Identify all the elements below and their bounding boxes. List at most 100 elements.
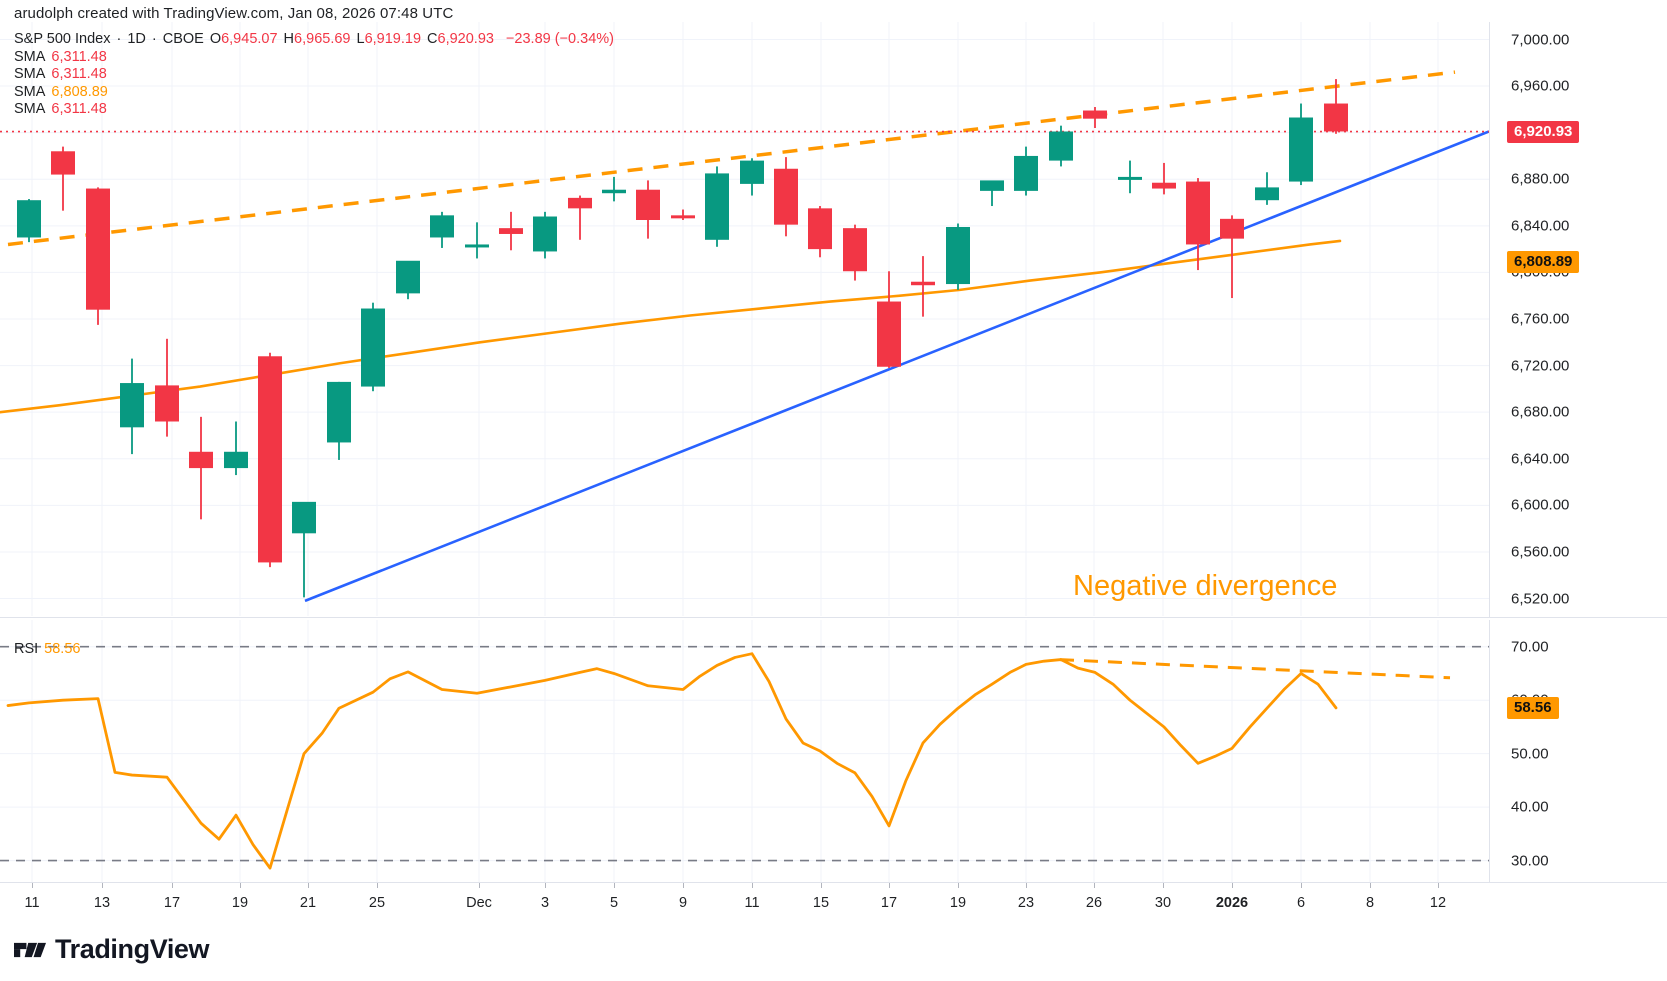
candle-21	[740, 158, 764, 196]
time-axis-tick-1: 13	[93, 895, 111, 911]
rsi-legend[interactable]: RSI 58.56	[14, 641, 80, 657]
time-axis-tick-15: 26	[1085, 895, 1103, 911]
time-axis-tick-10: 11	[744, 895, 760, 911]
price-axis-tick-7: 6,720.00	[1511, 357, 1570, 375]
candle-36	[1255, 172, 1279, 205]
rsi-axis-tick-2: 50.00	[1511, 745, 1549, 763]
legend-open-label: O	[209, 31, 222, 47]
candle-body-23	[808, 208, 832, 250]
candle-body-15	[533, 216, 557, 252]
upper-resistance-trendline	[7, 70, 1456, 247]
price-axis-tick-0: 7,000.00	[1511, 31, 1570, 48]
legend-close-label: C	[427, 31, 438, 47]
legend-high-value: 6,965.69	[294, 31, 351, 47]
legend-exchange: CBOE	[162, 31, 204, 47]
price-axis-badge-1[interactable]: 6,808.89	[1507, 251, 1580, 274]
legend-symbol-row[interactable]: S&P 500 Index · 1D · CBOE O6,945.07 H6,965.69 L…	[14, 31, 614, 49]
rsi-axis-badge[interactable]: 58.56	[1507, 696, 1559, 719]
rsi-chart-pane[interactable]	[0, 620, 1489, 882]
tradingview-logo-text: TradingView	[55, 934, 210, 964]
price-axis[interactable]: 7,000.006,960.006,920.006,880.006,840.00…	[1489, 22, 1667, 617]
candle-11	[396, 260, 420, 300]
rsi-axis-divider	[1489, 620, 1490, 882]
price-axis-tick-4: 6,840.00	[1511, 217, 1570, 235]
time-axis-tick-16: 30	[1154, 895, 1172, 911]
price-axis-tick-10: 6,600.00	[1511, 496, 1570, 514]
tradingview-logo[interactable]: TradingView	[14, 934, 210, 965]
candle-32	[1118, 160, 1142, 194]
time-axis-mark-2	[172, 883, 173, 888]
candle-body-30	[1049, 131, 1073, 161]
candle-body-19	[671, 215, 695, 219]
legend-indicator-row-1[interactable]: SMA 6,311.48	[14, 66, 614, 84]
candle-body-36	[1255, 187, 1279, 201]
time-axis-tick-6: Dec	[466, 895, 492, 911]
candle-body-7	[258, 356, 282, 563]
legend-indicator-name-2: SMA	[14, 83, 46, 100]
candle-13	[465, 222, 489, 259]
time-axis-mark-9	[683, 883, 684, 888]
time-axis-mark-4	[308, 883, 309, 888]
candle-6	[224, 421, 248, 476]
candle-23	[808, 206, 832, 258]
chart-legend: S&P 500 Index · 1D · CBOE O6,945.07 H6,965.69 L…	[14, 31, 614, 119]
candle-body-26	[911, 281, 935, 286]
candle-10	[361, 302, 385, 392]
time-axis-tick-7: 3	[540, 895, 550, 911]
candle-9	[327, 381, 351, 460]
time-axis-mark-5	[377, 883, 378, 888]
candle-0	[17, 199, 41, 243]
legend-close-value: 6,920.93	[437, 31, 494, 47]
candle-body-37	[1289, 117, 1313, 182]
legend-indicator-name-0: SMA	[14, 48, 46, 65]
legend-indicator-value-1: 6,311.48	[51, 66, 107, 82]
time-axis[interactable]: 11 13 17 19 21 25 Dec 3 5 9 11 15 17 19 23 26 30 2026 6 8 12	[0, 882, 1667, 922]
price-axis-tick-8: 6,680.00	[1511, 403, 1570, 421]
candle-body-35	[1220, 218, 1244, 239]
negative-divergence-annotation[interactable]: Negative divergence	[1073, 570, 1338, 602]
candle-12	[430, 211, 454, 248]
legend-indicator-row-0[interactable]: SMA 6,311.48	[14, 49, 614, 67]
pane-separator	[0, 617, 1667, 618]
legend-indicator-value-2: 6,808.89	[51, 83, 108, 100]
candle-body-5	[189, 451, 213, 469]
legend-open-value: 6,945.07	[221, 31, 278, 47]
time-axis-tick-12: 17	[880, 895, 898, 911]
legend-symbol[interactable]: S&P 500 Index	[14, 31, 111, 47]
candle-17	[602, 176, 626, 202]
legend-indicator-row-2[interactable]: SMA 6,808.89	[14, 84, 614, 102]
time-axis-tick-14: 23	[1017, 895, 1035, 911]
price-axis-tick-3: 6,880.00	[1511, 170, 1570, 188]
legend-low-label: L	[356, 31, 365, 47]
candle-29	[1014, 146, 1038, 196]
candle-body-16	[568, 197, 592, 209]
legend-interval[interactable]: 1D	[127, 31, 146, 47]
candle-body-13	[465, 244, 489, 248]
time-axis-mark-3	[240, 883, 241, 888]
rsi-axis-tick-4: 30.00	[1511, 852, 1549, 870]
candle-body-20	[705, 173, 729, 240]
legend-indicator-row-3[interactable]: SMA 6,311.48	[14, 101, 614, 119]
price-chart-pane[interactable]	[0, 22, 1489, 616]
price-axis-tick-11: 6,560.00	[1511, 543, 1570, 561]
price-axis-tick-9: 6,640.00	[1511, 450, 1570, 468]
candle-body-3	[120, 383, 144, 428]
candle-body-31	[1083, 110, 1107, 119]
price-axis-badge-0[interactable]: 6,920.93	[1507, 120, 1580, 143]
candle-19	[671, 209, 695, 220]
candle-body-11	[396, 260, 420, 294]
candle-body-8	[292, 501, 316, 534]
rsi-divergence-trendline	[1059, 658, 1451, 680]
time-axis-mark-12	[889, 883, 890, 888]
candle-22	[774, 157, 798, 237]
candle-31	[1083, 107, 1107, 128]
time-axis-mark-17	[1232, 883, 1233, 888]
rsi-chart-svg	[0, 620, 1489, 882]
candle-body-29	[1014, 155, 1038, 191]
legend-separator-2: ·	[151, 31, 157, 47]
time-axis-tick-18: 6	[1296, 895, 1306, 911]
candle-27	[946, 223, 970, 290]
rsi-line	[6, 652, 1338, 870]
